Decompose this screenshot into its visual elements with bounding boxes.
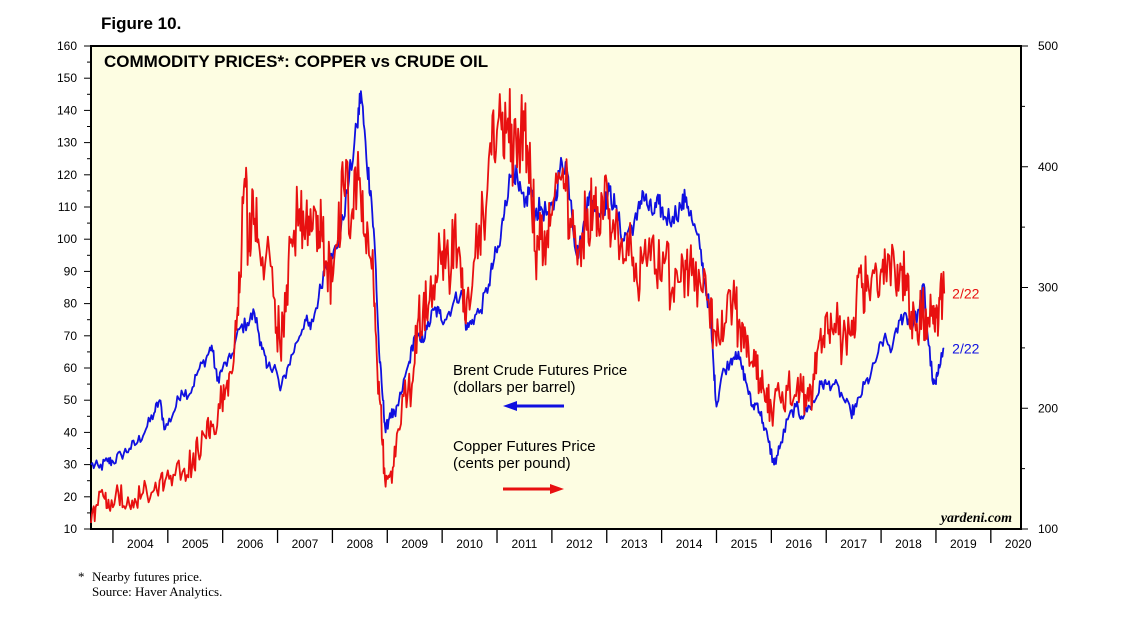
x-tick-label: 2020 xyxy=(1005,537,1032,551)
figure-label: Figure 10. xyxy=(101,14,182,33)
copper-series-line xyxy=(90,88,946,524)
left-tick-label: 80 xyxy=(64,297,78,311)
right-tick-label: 200 xyxy=(1038,401,1058,415)
left-tick-label: 110 xyxy=(58,200,77,214)
right-arrowhead-icon xyxy=(550,484,564,494)
x-tick-label: 2008 xyxy=(346,537,373,551)
x-tick-label: 2016 xyxy=(785,537,812,551)
x-tick-label: 2013 xyxy=(621,537,648,551)
tick-marks xyxy=(84,45,1028,543)
chart-title: COMMODITY PRICES*: COPPER vs CRUDE OIL xyxy=(104,52,488,71)
x-tick-label: 2004 xyxy=(127,537,154,551)
x-tick-label: 2017 xyxy=(840,537,867,551)
left-tick-label: 150 xyxy=(57,71,77,85)
right-tick-label: 400 xyxy=(1038,160,1058,174)
left-tick-label: 10 xyxy=(64,522,78,536)
left-tick-label: 90 xyxy=(64,264,78,278)
x-tick-label: 2015 xyxy=(731,537,758,551)
x-tick-label: 2011 xyxy=(512,537,538,551)
left-tick-label: 40 xyxy=(64,425,78,439)
left-tick-label: 30 xyxy=(64,458,78,472)
x-tick-label: 2009 xyxy=(401,537,428,551)
x-axis-labels: 2004 2005 2006 2007 2008 2009 2010 2011 2012 2013… xyxy=(127,537,1032,551)
left-tick-label: 160 xyxy=(57,39,77,53)
x-tick-label: 2019 xyxy=(950,537,977,551)
oil-end-label: 2/22 xyxy=(952,341,979,357)
left-tick-label: 140 xyxy=(57,103,77,117)
x-tick-label: 2012 xyxy=(566,537,593,551)
x-tick-label: 2010 xyxy=(456,537,483,551)
footnote-source: Source: Haver Analytics. xyxy=(92,584,223,599)
copper-end-label: 2/22 xyxy=(952,286,979,302)
end-labels: 2/22 2/22 xyxy=(952,286,979,357)
left-tick-label: 100 xyxy=(57,232,77,246)
right-axis-labels: 100 200 300 400 500 xyxy=(1038,39,1058,536)
footnote: * Nearby futures price. Source: Haver Ana… xyxy=(78,569,222,599)
left-tick-label: 60 xyxy=(64,361,78,375)
right-tick-label: 300 xyxy=(1038,281,1058,295)
x-tick-label: 2014 xyxy=(676,537,703,551)
oil-annotation-text: Brent Crude Futures Price xyxy=(453,362,627,379)
left-arrowhead-icon xyxy=(503,401,517,411)
footnote-star: * xyxy=(78,569,85,584)
left-tick-label: 120 xyxy=(57,168,77,182)
footnote-note: Nearby futures price. xyxy=(92,569,203,584)
oil-annotation-text: (dollars per barrel) xyxy=(453,379,576,396)
left-axis-labels: 10 20 30 40 50 60 70 80 90 100 110 120 130 140 150 160 xyxy=(57,39,77,536)
left-tick-label: 70 xyxy=(64,329,78,343)
series-lines xyxy=(90,88,946,524)
right-tick-label: 500 xyxy=(1038,39,1058,53)
x-tick-label: 2006 xyxy=(237,537,264,551)
annotations: Brent Crude Futures Price(dollars per ba… xyxy=(453,362,627,494)
copper-annotation-text: Copper Futures Price xyxy=(453,438,596,455)
x-tick-label: 2007 xyxy=(292,537,319,551)
right-tick-label: 100 xyxy=(1038,522,1058,536)
left-tick-label: 20 xyxy=(64,490,78,504)
x-tick-label: 2018 xyxy=(895,537,922,551)
left-tick-label: 50 xyxy=(64,393,78,407)
copper-annotation-text: (cents per pound) xyxy=(453,455,571,472)
left-tick-label: 130 xyxy=(57,136,77,150)
credit-label: yardeni.com xyxy=(939,511,1012,526)
x-tick-label: 2005 xyxy=(182,537,209,551)
